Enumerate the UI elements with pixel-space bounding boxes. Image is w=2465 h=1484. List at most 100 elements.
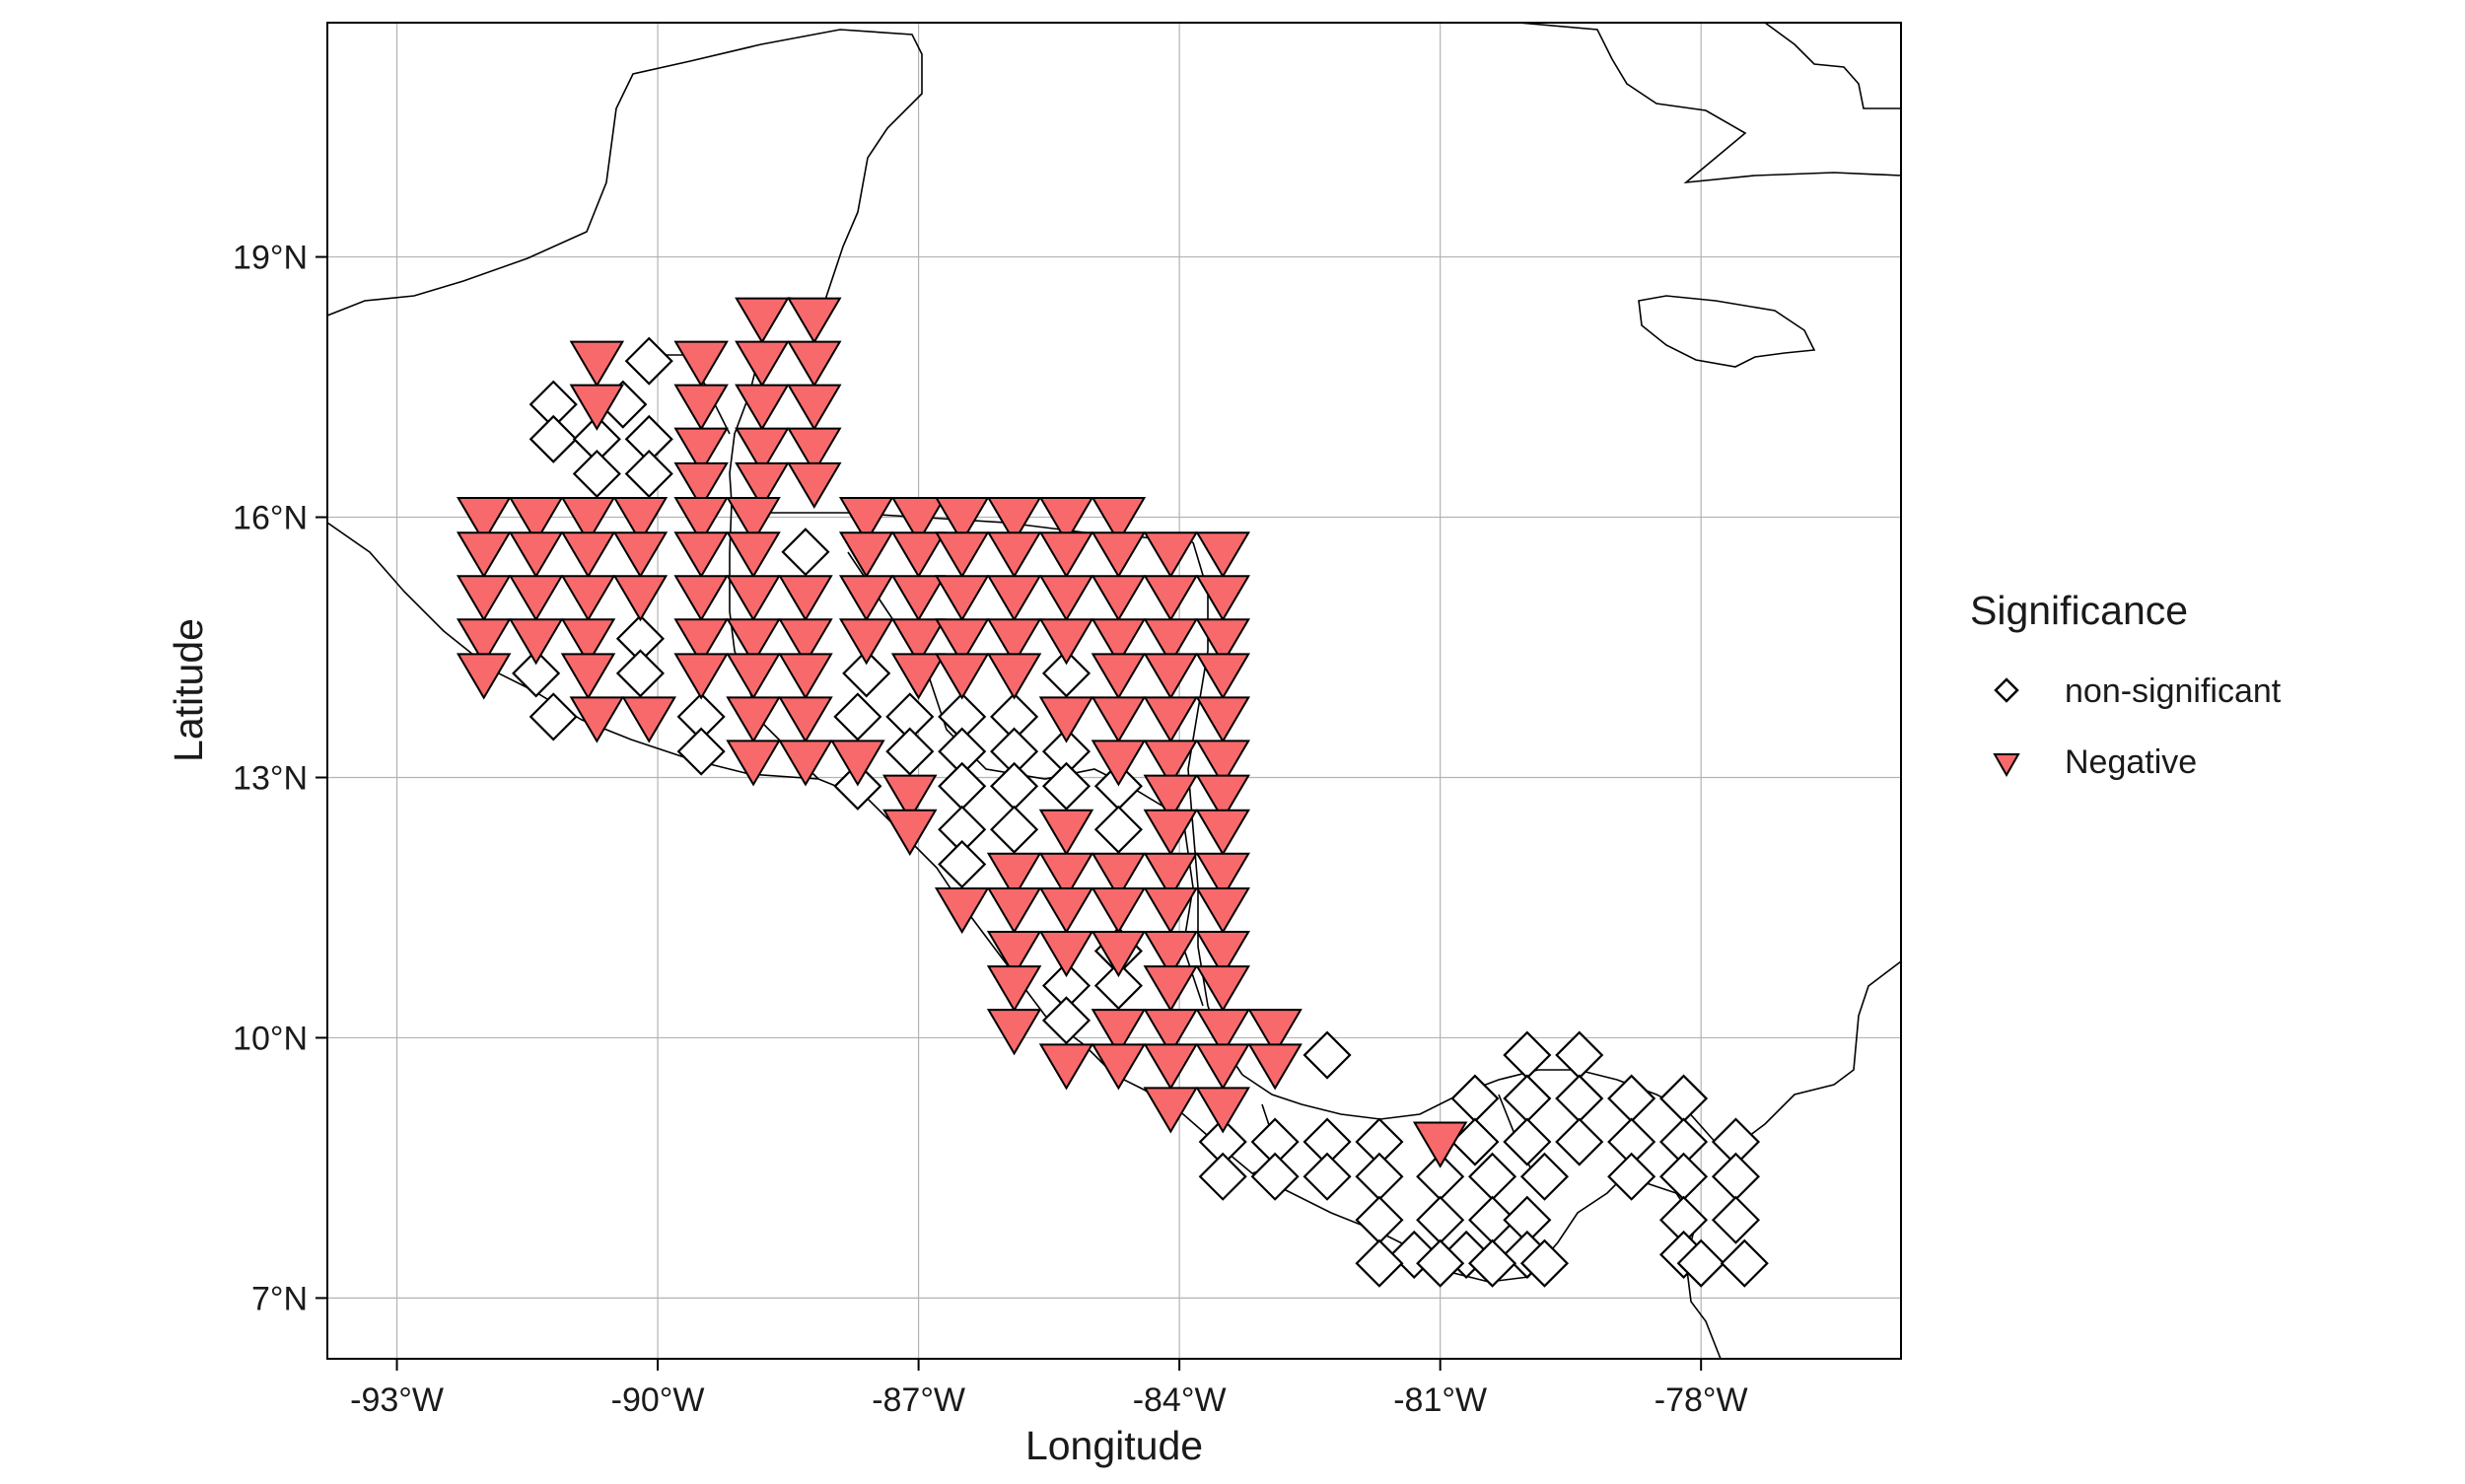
y-tick-label: 7°N — [251, 1280, 308, 1317]
point-negative — [735, 461, 790, 510]
point-negative — [934, 575, 990, 622]
point-non-significant — [1519, 1238, 1570, 1288]
point-negative — [508, 618, 564, 666]
legend-label-non-significant: non-significant — [2065, 672, 2282, 710]
point-negative — [673, 575, 729, 622]
point-negative — [1091, 930, 1147, 978]
point-negative — [787, 461, 842, 510]
point-negative — [673, 461, 729, 510]
point-negative — [787, 340, 842, 388]
map-panel-border — [326, 22, 1902, 1360]
data-points — [456, 297, 1769, 1288]
x-tick-label: -84°W — [1133, 1381, 1227, 1419]
point-negative — [456, 575, 512, 622]
point-negative — [569, 696, 625, 743]
point-negative — [560, 575, 616, 622]
point-negative — [612, 497, 669, 544]
point-non-significant — [885, 727, 935, 776]
point-negative — [673, 618, 729, 666]
point-negative — [621, 696, 677, 743]
point-negative — [1195, 1009, 1250, 1056]
point-negative — [456, 531, 512, 579]
legend-title: Significance — [1970, 588, 2188, 633]
point-negative — [1091, 531, 1147, 579]
point-negative — [1247, 1043, 1303, 1091]
point-non-significant — [615, 649, 665, 698]
y-tick-label: 10°N — [233, 1020, 308, 1057]
point-negative — [1195, 852, 1250, 899]
point-negative — [1143, 618, 1199, 666]
point-negative — [830, 740, 885, 787]
point-negative — [726, 575, 781, 622]
point-negative — [1038, 497, 1094, 544]
point-non-significant — [1041, 649, 1092, 698]
point-negative — [1195, 618, 1250, 666]
point-negative — [1038, 575, 1094, 622]
y-axis-title: Latitude — [166, 618, 211, 762]
point-negative — [1091, 618, 1147, 666]
point-negative — [934, 886, 990, 935]
point-negative — [456, 618, 512, 666]
point-non-significant — [781, 528, 830, 577]
point-negative — [456, 653, 512, 700]
point-negative — [1143, 886, 1199, 935]
point-negative — [1143, 809, 1199, 856]
y-tick-label: 19°N — [233, 240, 308, 277]
point-negative — [735, 427, 790, 474]
x-tick-label: -78°W — [1655, 1381, 1748, 1419]
point-negative — [1091, 1043, 1147, 1091]
point-negative — [787, 427, 842, 474]
point-negative — [1143, 575, 1199, 622]
point-negative — [1195, 575, 1250, 622]
point-negative — [890, 531, 947, 579]
point-non-significant — [1442, 1230, 1491, 1279]
point-negative — [778, 653, 833, 700]
point-negative — [673, 340, 729, 388]
coastline-yucatan — [327, 29, 923, 317]
x-tick-label: -93°W — [350, 1381, 444, 1419]
point-negative — [838, 531, 894, 579]
point-negative — [1143, 1087, 1199, 1134]
point-negative — [1195, 965, 1250, 1013]
point-negative — [778, 696, 833, 743]
x-axis: -93°W -90°W -87°W -84°W -81°W -78°W — [350, 1359, 1748, 1419]
point-non-significant — [1198, 1152, 1247, 1201]
point-negative — [726, 696, 781, 743]
point-non-significant — [1093, 805, 1143, 854]
point-negative — [1195, 930, 1250, 978]
y-tick-label: 16°N — [233, 500, 308, 537]
point-negative — [673, 384, 729, 431]
point-non-significant — [1676, 1238, 1726, 1288]
coastline-cuba — [1517, 23, 1901, 184]
point-negative — [1143, 852, 1199, 899]
point-negative — [838, 575, 894, 622]
point-non-significant — [624, 449, 673, 499]
point-negative — [508, 531, 564, 579]
point-negative — [986, 531, 1042, 579]
point-negative — [1091, 696, 1147, 743]
point-negative — [986, 575, 1042, 622]
point-negative — [1195, 531, 1250, 579]
point-negative — [1143, 965, 1199, 1013]
point-negative — [1143, 1009, 1199, 1056]
point-non-significant — [938, 839, 987, 889]
point-negative — [726, 653, 781, 700]
point-negative — [890, 618, 947, 666]
point-non-significant — [1389, 1230, 1439, 1279]
point-negative — [787, 297, 842, 344]
point-negative — [673, 427, 729, 474]
point-negative — [1247, 1009, 1303, 1056]
x-tick-label: -87°W — [872, 1381, 965, 1419]
point-negative — [882, 774, 938, 821]
x-axis-title: Longitude — [1025, 1423, 1203, 1468]
point-negative — [934, 497, 990, 544]
point-negative — [1143, 774, 1199, 821]
point-negative — [787, 384, 842, 431]
point-negative — [1195, 1043, 1250, 1091]
point-non-significant — [990, 805, 1039, 854]
point-negative — [560, 497, 616, 544]
legend-label-negative: Negative — [2065, 743, 2197, 781]
coastline-jamaica — [1638, 295, 1816, 368]
point-negative — [1091, 653, 1147, 700]
